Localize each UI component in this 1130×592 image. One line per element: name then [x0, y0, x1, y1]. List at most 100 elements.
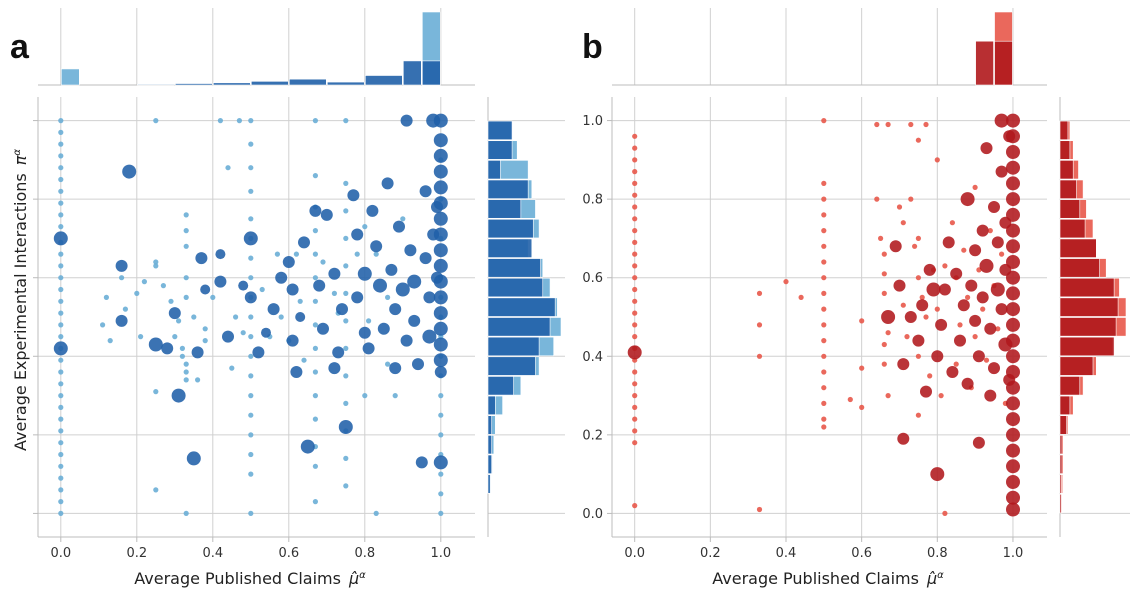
- right-hist-bar: [487, 435, 492, 455]
- scatter-point: [107, 338, 113, 344]
- y-tick-label: 0.4: [582, 350, 603, 365]
- scatter-point: [821, 353, 827, 359]
- scatter-point: [301, 357, 307, 363]
- scatter-point: [58, 369, 64, 375]
- scatter-point: [58, 212, 64, 218]
- scatter-point: [897, 432, 910, 445]
- scatter-point: [965, 279, 978, 292]
- scatter-point: [1006, 365, 1020, 379]
- scatter-point: [58, 393, 64, 399]
- scatter-point: [912, 243, 918, 249]
- scatter-point: [160, 283, 166, 289]
- scatter-point: [942, 236, 955, 249]
- scatter-point: [373, 278, 387, 293]
- x-tick-label: 0.8: [927, 546, 948, 561]
- scatter-point: [859, 318, 865, 324]
- top-hist-bar: [137, 83, 175, 86]
- scatter-point: [957, 322, 963, 328]
- scatter-point: [343, 400, 349, 406]
- right-hist-bar: [487, 454, 492, 474]
- scatter-point: [400, 114, 413, 127]
- scatter-point: [58, 428, 64, 434]
- scatter-point: [312, 251, 318, 257]
- scatter-point: [881, 251, 887, 257]
- right-hist-bar: [487, 160, 501, 180]
- scatter-point: [312, 118, 318, 124]
- scatter-point: [1006, 223, 1020, 238]
- scatter-point: [58, 475, 64, 481]
- scatter-point: [915, 275, 922, 281]
- scatter-point: [934, 157, 940, 163]
- scatter-point: [373, 251, 379, 257]
- right-hist-bar: [1059, 199, 1081, 219]
- right-hist-bar: [1059, 493, 1062, 514]
- scatter-point: [1006, 475, 1020, 489]
- scatter-point: [821, 416, 827, 422]
- scatter-point: [210, 294, 216, 300]
- scatter-point: [821, 259, 827, 265]
- scatter-point: [433, 321, 448, 336]
- scatter-point: [934, 306, 940, 312]
- scatter-point: [328, 362, 341, 375]
- scatter-point: [900, 220, 906, 226]
- scatter-point: [244, 291, 257, 304]
- scatter-point: [362, 393, 368, 399]
- scatter-point: [995, 303, 1008, 316]
- scatter-point: [248, 353, 254, 359]
- scatter-point: [632, 145, 638, 151]
- scatter-point: [331, 290, 337, 296]
- scatter-point: [58, 499, 64, 505]
- scatter-point: [972, 334, 978, 340]
- scatter-point: [438, 432, 444, 438]
- scatter-point: [248, 432, 254, 438]
- scatter-point: [312, 298, 318, 304]
- scatter-point: [366, 318, 372, 324]
- scatter-point: [915, 235, 922, 241]
- scatter-point: [972, 184, 978, 190]
- scatter-point: [153, 259, 159, 265]
- scatter-point: [183, 369, 189, 375]
- scatter-point: [821, 180, 827, 186]
- scatter-point: [821, 243, 827, 249]
- scatter-point: [821, 338, 827, 344]
- scatter-point: [400, 216, 406, 222]
- scatter-point: [990, 282, 1005, 297]
- scatter-point: [58, 188, 64, 194]
- scatter-point: [362, 342, 375, 355]
- scatter-point: [920, 385, 932, 398]
- panel-a-ylabel: Average Experimental Interactionsπα: [11, 149, 30, 451]
- scatter-point: [627, 345, 642, 360]
- scatter-point: [389, 303, 402, 316]
- scatter-point: [58, 440, 64, 446]
- scatter-point: [415, 456, 428, 469]
- scatter-point: [1006, 349, 1020, 364]
- scatter-point: [847, 396, 853, 403]
- scatter-point: [338, 420, 353, 434]
- panel-b-top-histogram: [612, 8, 1047, 86]
- scatter-point: [632, 310, 638, 316]
- scatter-point: [58, 298, 64, 304]
- right-hist-bar: [487, 179, 529, 199]
- scatter-point: [58, 510, 64, 516]
- scatter-point: [58, 275, 64, 281]
- scatter-point: [433, 290, 448, 305]
- scatter-point: [236, 118, 242, 124]
- scatter-point: [343, 345, 349, 351]
- scatter-point: [115, 314, 128, 327]
- scatter-point: [134, 290, 140, 296]
- scatter-point: [320, 259, 326, 265]
- scatter-point: [248, 216, 254, 222]
- scatter-point: [312, 416, 318, 422]
- right-hist-bar: [1059, 258, 1100, 278]
- scatter-point: [1006, 145, 1020, 159]
- scatter-point: [423, 291, 436, 304]
- scatter-point: [946, 366, 959, 378]
- scatter-point: [1006, 176, 1020, 191]
- scatter-point: [885, 393, 891, 399]
- scatter-point: [881, 361, 887, 367]
- scatter-point: [286, 283, 299, 296]
- scatter-point: [153, 263, 159, 269]
- scatter-point: [433, 274, 448, 289]
- scatter-point: [392, 393, 398, 399]
- scatter-point: [58, 224, 64, 230]
